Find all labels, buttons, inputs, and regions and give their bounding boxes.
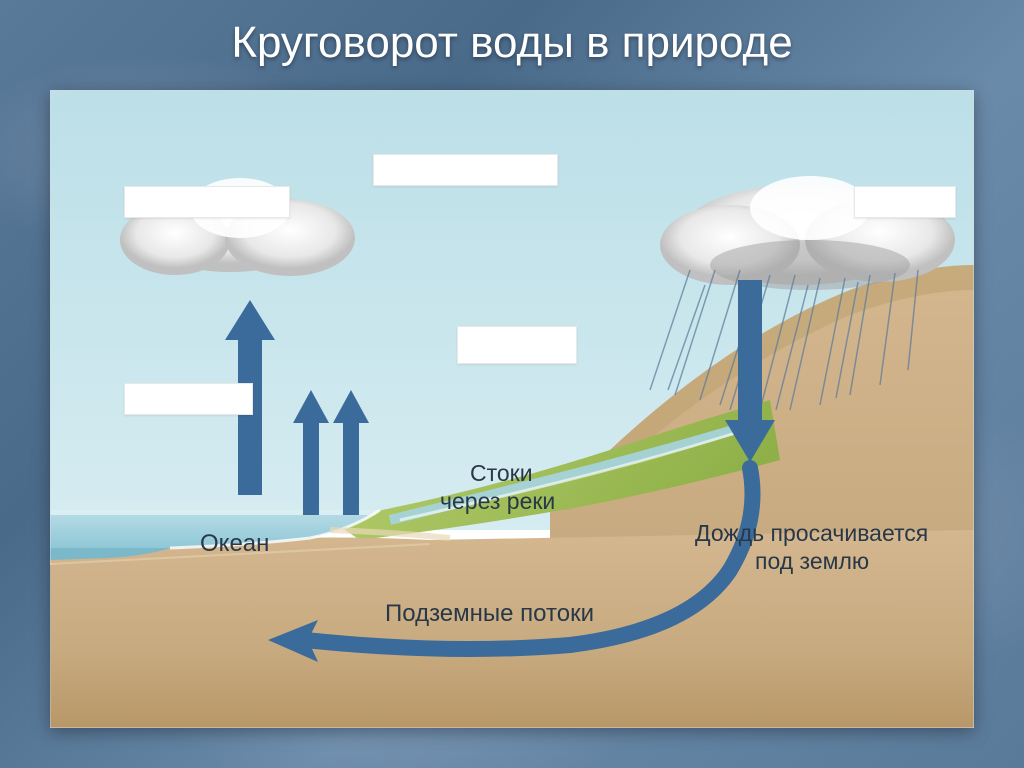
blank-box-1 [124, 186, 290, 218]
blank-box-2 [373, 154, 558, 186]
blank-box-4 [457, 326, 577, 364]
label-runoff-2: через реки [440, 488, 555, 515]
label-rain-2: под землю [755, 548, 869, 575]
label-runoff-1: Стоки [470, 460, 533, 487]
water-cycle-diagram: Океан Стоки через реки Дождь просачивает… [50, 90, 974, 728]
label-rain-1: Дождь просачивается [695, 520, 928, 547]
blank-box-3 [854, 186, 956, 218]
label-ocean: Океан [200, 530, 269, 558]
blank-box-5 [124, 383, 253, 415]
slide-background: Круговорот воды в природе [0, 0, 1024, 768]
page-title: Круговорот воды в природе [0, 18, 1024, 68]
label-groundwater: Подземные потоки [385, 600, 594, 628]
